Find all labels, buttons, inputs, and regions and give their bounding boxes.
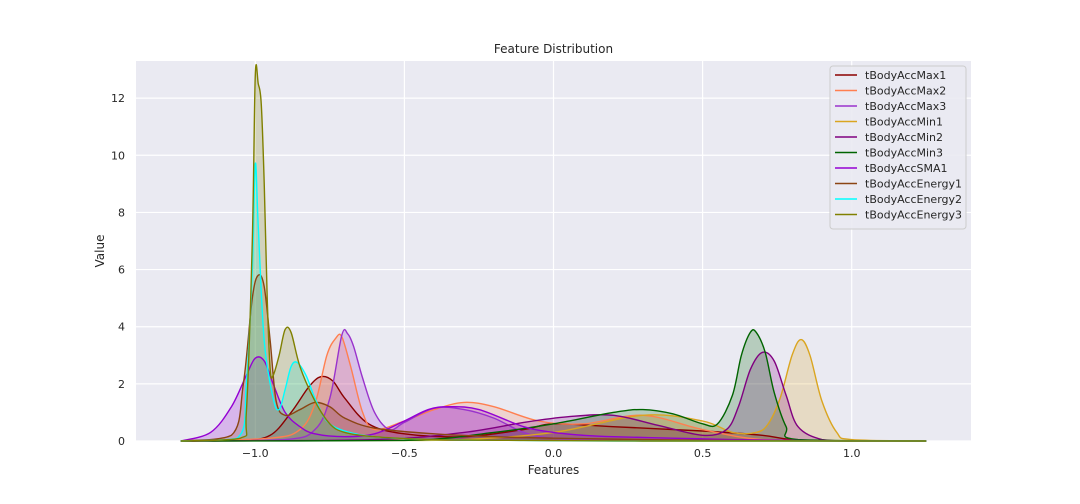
chart-title: Feature Distribution [494, 42, 613, 56]
x-axis-label: Features [528, 463, 580, 477]
x-tick-label: 0.5 [694, 447, 712, 460]
y-tick-label: 12 [111, 92, 125, 105]
series-line-tBodyAccMax1 [180, 375, 927, 442]
series-area-tBodyAccMax2 [180, 334, 927, 441]
legend-box [829, 65, 967, 230]
legend-entry: tBodyAccEnergy2 [865, 193, 962, 206]
series-area-tBodyAccEnergy1 [180, 274, 927, 441]
legend-entry: tBodyAccMax2 [865, 85, 946, 98]
y-ticks: 0 2 4 6 8 10 12 [111, 92, 125, 448]
y-tick-label: 8 [118, 206, 125, 219]
legend-entry: tBodyAccMin2 [865, 131, 943, 144]
legend: tBodyAccMax1 tBodyAccMax2 tBodyAccMax3 tBod… [829, 65, 967, 230]
x-tick-label: 1.0 [843, 447, 861, 460]
legend-entry: tBodyAccMin1 [865, 116, 943, 129]
series-line-tBodyAccMin3 [180, 329, 927, 442]
series-lines [180, 64, 927, 442]
x-ticks: −1.0 −0.5 0.0 0.5 1.0 [242, 447, 861, 460]
legend-entry: tBodyAccEnergy1 [865, 178, 962, 191]
x-tick-label: 0.0 [545, 447, 563, 460]
series-area-tBodyAccMin2 [180, 352, 927, 441]
y-axis-label: Value [93, 235, 107, 268]
series-area-tBodyAccMax3 [180, 329, 927, 441]
x-tick-label: −1.0 [242, 447, 269, 460]
y-tick-label: 6 [118, 264, 125, 277]
series-area-tBodyAccEnergy2 [180, 163, 927, 442]
legend-entry: tBodyAccEnergy3 [865, 209, 962, 222]
x-tick-label: −0.5 [391, 447, 418, 460]
y-tick-label: 4 [118, 321, 125, 334]
legend-entry: tBodyAccMax3 [865, 100, 946, 113]
y-tick-label: 0 [118, 435, 125, 448]
series-area-tBodyAccMin3 [180, 329, 927, 441]
series-line-tBodyAccEnergy3 [180, 64, 927, 442]
series-line-tBodyAccMin2 [180, 351, 927, 442]
series-line-tBodyAccSMA1 [180, 356, 927, 442]
y-tick-label: 2 [118, 378, 125, 391]
legend-entry: tBodyAccMax1 [865, 69, 946, 82]
legend-entry: tBodyAccMin3 [865, 147, 943, 160]
legend-entry: tBodyAccSMA1 [865, 162, 948, 175]
series-line-tBodyAccEnergy1 [180, 274, 927, 442]
y-tick-label: 10 [111, 149, 125, 162]
series-area-tBodyAccSMA1 [180, 356, 927, 441]
